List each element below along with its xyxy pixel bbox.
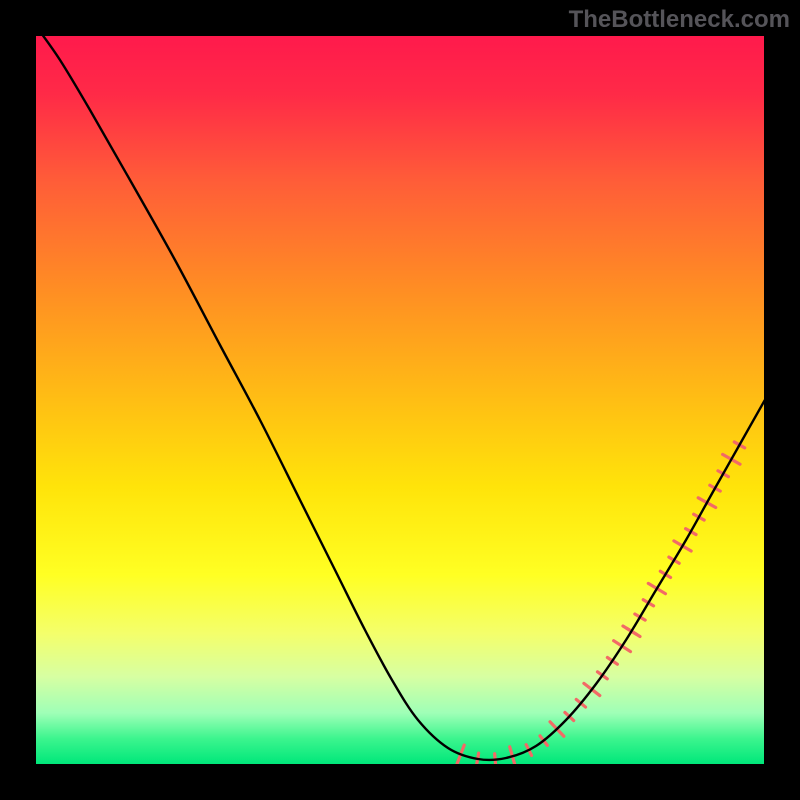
chart-container: TheBottleneck.com [0,0,800,800]
plot-background [36,36,764,764]
bottleneck-curve-chart [0,0,800,800]
